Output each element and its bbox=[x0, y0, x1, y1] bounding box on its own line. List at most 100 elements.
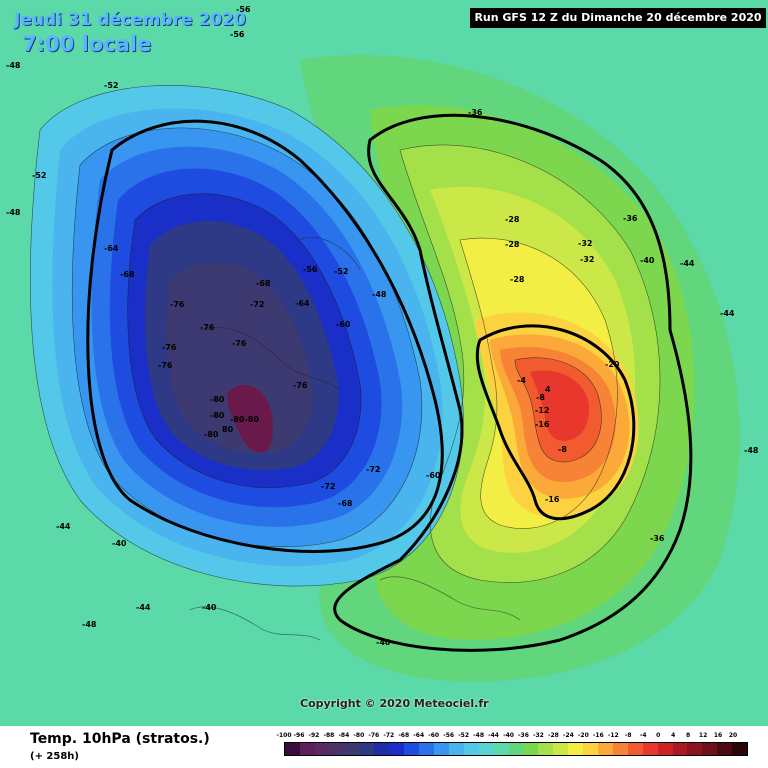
contour-labels: -76 -76 -76 -76 -76 -76 -80 -80 -80-80 -… bbox=[6, 5, 759, 647]
map-label: -48 bbox=[82, 620, 97, 629]
scale-swatch bbox=[568, 743, 584, 755]
map-label: -36 bbox=[623, 214, 638, 223]
scale-swatch bbox=[672, 743, 688, 755]
lead-time-label: (+ 258h) bbox=[30, 751, 79, 762]
legend-bar: Temp. 10hPa (stratos.) (+ 258h) -100 -96 -… bbox=[0, 726, 768, 768]
thin-contours bbox=[30, 85, 661, 587]
scale-tick-label: -56 bbox=[443, 732, 455, 739]
map-label: -68 bbox=[256, 279, 271, 288]
scale-tick-label: -68 bbox=[398, 732, 410, 739]
map-label: -56 bbox=[303, 265, 318, 274]
map-label: -68 bbox=[338, 499, 353, 508]
scale-swatch bbox=[389, 743, 405, 755]
map-label: 80 bbox=[222, 425, 234, 434]
map-label: -76 bbox=[200, 323, 215, 332]
scale-swatch bbox=[478, 743, 494, 755]
scale-tick-label: -88 bbox=[323, 732, 335, 739]
scale-swatch bbox=[374, 743, 390, 755]
map-label: -56 bbox=[236, 5, 251, 14]
map-label: -56 bbox=[230, 30, 245, 39]
scale-tick-label: -8 bbox=[624, 732, 632, 739]
thick-contours bbox=[86, 113, 693, 652]
map-label: -16 bbox=[545, 495, 560, 504]
scale-swatch bbox=[359, 743, 375, 755]
map-label: -64 bbox=[104, 244, 119, 253]
scale-swatch bbox=[463, 743, 479, 755]
scale-tick-label: 0 bbox=[656, 732, 661, 739]
map-label: 4 bbox=[545, 385, 551, 394]
scale-tick-label: -24 bbox=[562, 732, 574, 739]
scale-tick-label: -32 bbox=[533, 732, 544, 739]
scale-swatch bbox=[329, 743, 345, 755]
scale-swatch bbox=[434, 743, 449, 755]
coastlines bbox=[189, 237, 521, 641]
scale-swatch bbox=[538, 743, 554, 755]
scale-swatch bbox=[642, 743, 658, 755]
map-label: -80 bbox=[210, 411, 225, 420]
scale-swatch bbox=[717, 743, 733, 755]
scale-tick-label: -96 bbox=[293, 732, 305, 739]
scale-tick-label: -4 bbox=[639, 732, 647, 739]
color-scale bbox=[284, 742, 748, 756]
scale-swatch bbox=[732, 743, 748, 755]
map-label: -80-80 bbox=[230, 415, 259, 424]
temperature-map: -76 -76 -76 -76 -76 -76 -80 -80 -80-80 -… bbox=[0, 0, 768, 726]
scale-tick-label: 20 bbox=[728, 732, 738, 739]
map-label: -8 bbox=[536, 393, 545, 402]
map-label: -32 bbox=[580, 255, 594, 264]
scale-swatch bbox=[344, 743, 360, 755]
scale-tick-label: -12 bbox=[607, 732, 619, 739]
scale-swatch bbox=[627, 743, 643, 755]
copyright-notice: Copyright © 2020 Meteociel.fr bbox=[300, 697, 489, 710]
map-label: -40 bbox=[112, 539, 127, 548]
map-label: -40 bbox=[202, 603, 217, 612]
scale-swatch bbox=[583, 743, 599, 755]
scale-tick-label: -84 bbox=[338, 732, 350, 739]
scale-tick-label: -60 bbox=[428, 732, 440, 739]
scale-tick-label: -80 bbox=[353, 732, 365, 739]
scale-tick-label: -36 bbox=[518, 732, 529, 739]
model-run-label: Run GFS 12 Z du Dimanche 20 décembre 202… bbox=[470, 8, 766, 28]
map-label: -28 bbox=[510, 275, 525, 284]
scale-tick-label: -20 bbox=[577, 732, 589, 739]
map-label: -36 bbox=[468, 108, 483, 117]
map-label: -48 bbox=[6, 208, 21, 217]
map-label: -48 bbox=[6, 61, 21, 70]
scale-swatch bbox=[285, 743, 300, 755]
map-label: -40 bbox=[640, 256, 655, 265]
contour-band-minus4 bbox=[530, 370, 590, 441]
map-label: -12 bbox=[535, 406, 549, 415]
map-label: -72 bbox=[250, 300, 264, 309]
map-label: -4 bbox=[517, 376, 526, 385]
map-label: -44 bbox=[56, 522, 71, 531]
map-label: -48 bbox=[744, 446, 759, 455]
map-label: -52 bbox=[104, 81, 118, 90]
map-label: -60 bbox=[426, 471, 441, 480]
map-label: -68 bbox=[120, 270, 135, 279]
scale-swatch bbox=[702, 743, 718, 755]
map-label: -76 bbox=[162, 343, 177, 352]
scale-swatch bbox=[404, 743, 420, 755]
map-label: -76 bbox=[293, 381, 308, 390]
scale-tick-label: -76 bbox=[368, 732, 380, 739]
variable-title: Temp. 10hPa (stratos.) bbox=[30, 731, 210, 747]
contour-fills bbox=[0, 0, 768, 726]
scale-tick-label: 12 bbox=[698, 732, 708, 739]
map-label: -52 bbox=[334, 267, 348, 276]
scale-swatch bbox=[553, 743, 569, 755]
map-label: -60 bbox=[336, 320, 351, 329]
contour-band-minus80 bbox=[166, 262, 313, 453]
scale-swatch bbox=[419, 743, 435, 755]
scale-swatch bbox=[523, 743, 539, 755]
scale-swatch bbox=[448, 743, 464, 755]
map-label: -72 bbox=[366, 465, 380, 474]
scale-tick-label: 16 bbox=[713, 732, 723, 739]
map-label: -32 bbox=[578, 239, 592, 248]
scale-tick-label: -100 bbox=[276, 732, 292, 739]
map-label: -76 bbox=[232, 339, 247, 348]
scale-tick-label: -64 bbox=[413, 732, 425, 739]
scale-swatch bbox=[657, 743, 673, 755]
map-label: -36 bbox=[650, 534, 665, 543]
scale-swatch bbox=[508, 743, 524, 755]
map-label: -8 bbox=[558, 445, 567, 454]
